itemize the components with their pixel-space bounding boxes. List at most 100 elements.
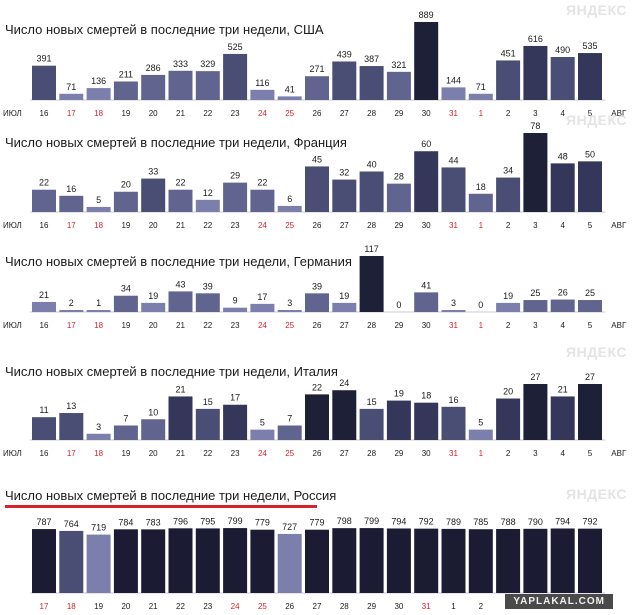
category-label: 18 xyxy=(94,449,103,458)
bar xyxy=(113,425,138,440)
value-label: 387 xyxy=(364,54,379,64)
bar xyxy=(332,179,357,212)
bar xyxy=(468,529,493,593)
value-label: 792 xyxy=(582,517,597,527)
bar xyxy=(523,45,548,100)
bar xyxy=(523,300,548,312)
category-label: 29 xyxy=(394,109,403,118)
category-label: 27 xyxy=(340,221,349,230)
bar xyxy=(523,528,548,593)
bar xyxy=(496,302,521,312)
value-label: 439 xyxy=(337,49,352,59)
value-label: 60 xyxy=(421,139,431,149)
bar xyxy=(168,70,193,100)
category-label: 24 xyxy=(231,602,240,611)
month-end-label: АВГ xyxy=(611,449,627,458)
category-label: 28 xyxy=(340,602,349,611)
value-label: 790 xyxy=(528,517,543,527)
value-label: 12 xyxy=(203,188,213,198)
category-label: 1 xyxy=(479,109,484,118)
category-label: 19 xyxy=(121,321,130,330)
bar xyxy=(113,295,138,312)
bar xyxy=(277,425,302,440)
bar xyxy=(168,189,193,212)
value-label: 33 xyxy=(148,167,158,177)
category-label: 23 xyxy=(231,321,240,330)
value-label: 22 xyxy=(312,382,322,392)
category-label: 3 xyxy=(533,449,538,458)
bar xyxy=(386,71,411,100)
value-label: 7 xyxy=(287,413,292,423)
category-label: 2 xyxy=(506,109,511,118)
bar xyxy=(59,93,84,100)
chart-usa: 3911671171361821119286203332132922525231… xyxy=(3,10,627,118)
value-label: 211 xyxy=(119,69,133,79)
category-label: 1 xyxy=(479,321,484,330)
category-label: 29 xyxy=(394,449,403,458)
month-start-label: ИЮЛ xyxy=(3,109,22,118)
category-label: 24 xyxy=(258,109,267,118)
value-label: 764 xyxy=(64,519,79,529)
value-label: 391 xyxy=(36,54,51,64)
category-label: 2 xyxy=(506,221,511,230)
value-label: 2 xyxy=(69,298,74,308)
value-label: 333 xyxy=(173,59,188,69)
category-label: 3 xyxy=(533,321,538,330)
category-label: 4 xyxy=(560,321,565,330)
bar xyxy=(550,299,575,312)
bar xyxy=(332,528,357,593)
value-label: 17 xyxy=(257,292,267,302)
bar xyxy=(113,81,138,100)
bar xyxy=(141,529,166,593)
value-label: 50 xyxy=(585,149,595,159)
value-label: 71 xyxy=(476,82,486,92)
bar xyxy=(305,293,329,312)
yandex-logo: ЯНДЕКС xyxy=(566,2,627,18)
value-label: 21 xyxy=(39,290,49,300)
value-label: 19 xyxy=(339,291,349,301)
category-label: 31 xyxy=(449,449,458,458)
value-label: 71 xyxy=(66,82,76,92)
bar xyxy=(86,433,111,440)
value-label: 29 xyxy=(230,171,240,181)
category-label: 25 xyxy=(285,321,294,330)
bar xyxy=(86,206,111,212)
bar xyxy=(32,301,56,312)
value-label: 13 xyxy=(66,401,76,411)
panel-usa: Число новых смертей в последние три неде… xyxy=(0,0,635,122)
yandex-logo: ЯНДЕКС xyxy=(566,344,627,360)
chart-germany: 2116217118341919204321392292317243253926… xyxy=(3,244,627,330)
category-label: 23 xyxy=(231,221,240,230)
value-label: 22 xyxy=(257,178,267,188)
category-label: 20 xyxy=(149,221,158,230)
value-label: 9 xyxy=(233,296,238,306)
value-label: 0 xyxy=(478,300,483,310)
value-label: 779 xyxy=(255,518,270,528)
value-label: 796 xyxy=(173,516,188,526)
category-label: 31 xyxy=(449,221,458,230)
category-label: 19 xyxy=(94,602,103,611)
value-label: 783 xyxy=(146,517,161,527)
category-label: 31 xyxy=(422,602,431,611)
month-start-label: ИЮЛ xyxy=(3,221,22,230)
category-label: 1 xyxy=(451,602,456,611)
value-label: 3 xyxy=(96,422,101,432)
bar xyxy=(59,310,84,312)
bar xyxy=(141,74,166,100)
category-label: 3 xyxy=(533,221,538,230)
bar xyxy=(86,534,111,593)
category-label: 30 xyxy=(394,602,403,611)
value-label: 19 xyxy=(503,291,513,301)
value-label: 719 xyxy=(91,523,106,533)
category-label: 19 xyxy=(121,109,130,118)
chart-title: Число новых смертей в последние три неде… xyxy=(5,364,338,379)
value-label: 286 xyxy=(146,63,161,73)
bar xyxy=(496,398,521,440)
category-label: 18 xyxy=(94,109,103,118)
category-label: 23 xyxy=(203,602,212,611)
category-label: 2 xyxy=(506,449,511,458)
bar xyxy=(441,528,466,593)
bar xyxy=(32,189,56,212)
category-label: 27 xyxy=(340,321,349,330)
value-label: 3 xyxy=(451,298,456,308)
